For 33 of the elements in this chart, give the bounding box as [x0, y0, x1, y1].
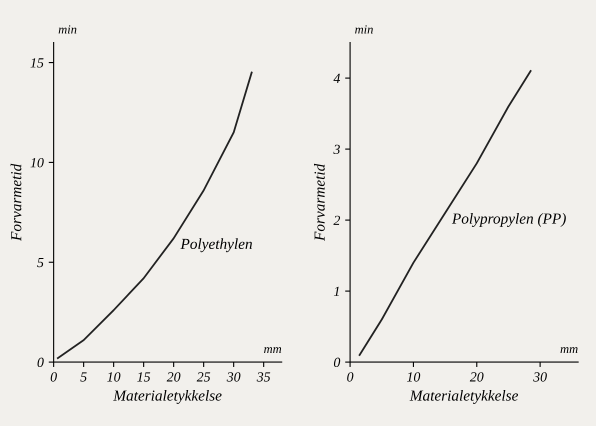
y-tick-label: 3	[333, 144, 340, 154]
x-tick-label: 0	[50, 372, 57, 382]
x-tick-label: 10	[107, 372, 120, 382]
y-axis-title: Forvarmetid	[314, 164, 325, 242]
x-tick-label: 25	[196, 372, 210, 382]
y-tick-label: 5	[37, 258, 44, 268]
text: min	[58, 25, 76, 34]
line-series	[358, 70, 532, 356]
x-tick-label: 30	[533, 372, 547, 382]
x-tick-label: 20	[470, 372, 484, 382]
x-tick-label: 35	[256, 372, 270, 382]
x-tick-label: 30	[226, 372, 240, 382]
y-tick-label: 1	[334, 286, 339, 296]
y-tick-label: 15	[30, 58, 44, 68]
x-tick-label: 0	[347, 372, 354, 382]
series-label: Polypropylen (PP)	[452, 213, 566, 227]
annotation: mm	[264, 347, 282, 354]
y-tick-label: 2	[333, 216, 340, 225]
x-axis-title: Materialetykkelse	[410, 390, 518, 404]
y-tick-label: 0	[334, 358, 340, 368]
x-tick-label: 15	[137, 372, 150, 382]
y-axis-title: Forvarmetid	[10, 164, 22, 242]
annotation: mm	[560, 347, 578, 354]
y-tick-label: 0	[38, 358, 44, 368]
x-tick-label: 10	[406, 372, 420, 382]
line-series	[56, 72, 253, 360]
x-tick-label: 20	[166, 372, 180, 382]
y-tick-label: 10	[30, 158, 44, 168]
x-tick-label: 5	[80, 372, 87, 382]
x-axis-title: Materialetykkelse	[113, 390, 222, 404]
text: min	[355, 25, 373, 34]
series-label: Polyethylen	[180, 238, 252, 252]
y-tick-label: 4	[333, 74, 340, 83]
